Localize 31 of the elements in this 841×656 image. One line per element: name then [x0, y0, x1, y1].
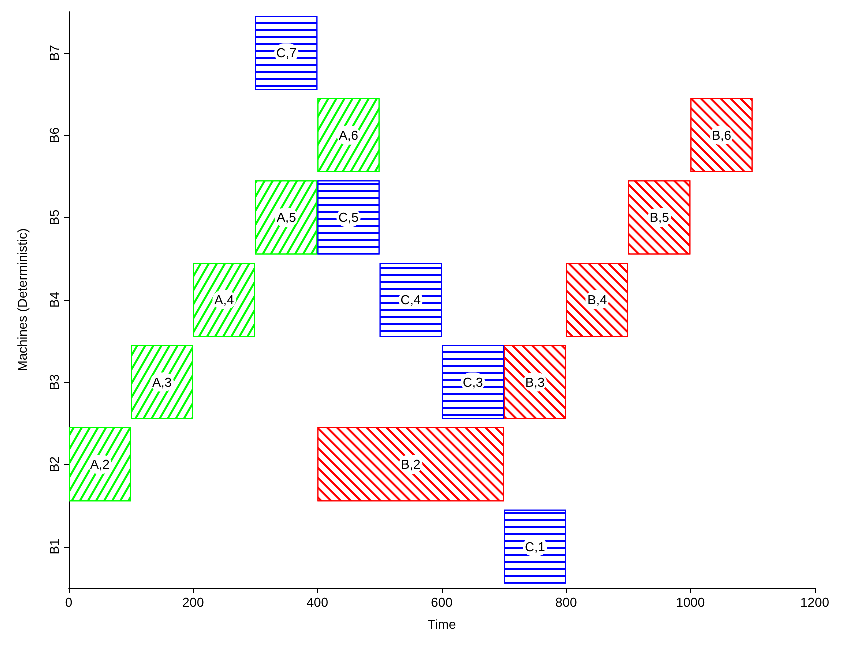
y-tick-label: B2 — [47, 456, 62, 473]
y-tick-label: B3 — [47, 374, 62, 390]
x-tick-label: 800 — [555, 595, 578, 610]
annotation: A,5 — [276, 210, 296, 226]
annotation: A,2 — [90, 457, 110, 472]
annotation: B,5 — [650, 210, 670, 226]
annotation: A,6 — [338, 128, 359, 143]
annotation: B,2 — [401, 457, 421, 472]
x-tick-label: 0 — [65, 595, 73, 610]
x-tick-label: 600 — [431, 595, 453, 610]
x-axis-title: Time — [428, 617, 456, 632]
x-tick-label: 200 — [182, 595, 204, 610]
y-tick-label: B6 — [47, 127, 62, 144]
annotation: B,4 — [588, 292, 608, 308]
x-tick-label: 1000 — [676, 595, 706, 610]
annotation: B,3 — [525, 374, 546, 390]
annotation: A,4 — [214, 292, 234, 308]
annotation: C,3 — [462, 374, 484, 390]
y-tick-label: B1 — [47, 538, 62, 555]
y-tick-label: B5 — [47, 210, 62, 226]
annotation: B,6 — [712, 128, 732, 143]
y-tick-label: B4 — [47, 292, 62, 308]
annotation: C,1 — [525, 539, 546, 554]
annotation: C,4 — [400, 292, 422, 308]
y-tick-label: B7 — [47, 45, 62, 62]
annotation: C,7 — [276, 46, 297, 61]
annotation: C,5 — [338, 210, 359, 226]
x-tick-label: 400 — [306, 595, 329, 610]
y-axis-title: Machines (Deterministic) — [15, 228, 30, 372]
annotation: A,3 — [152, 374, 172, 390]
x-tick-label: 1200 — [800, 595, 830, 610]
